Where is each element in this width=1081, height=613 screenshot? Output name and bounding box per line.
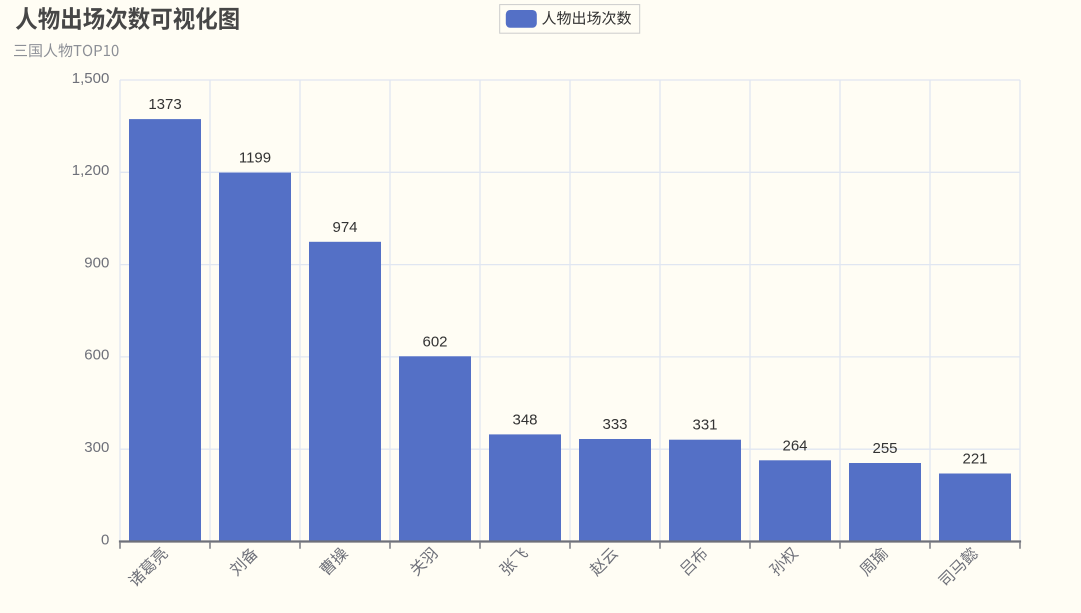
svg-text:0: 0 [101,531,109,548]
svg-text:1199: 1199 [239,150,271,167]
svg-text:602: 602 [422,333,447,350]
svg-text:221: 221 [962,451,987,468]
svg-text:600: 600 [84,347,109,364]
svg-text:974: 974 [332,219,357,236]
svg-text:255: 255 [872,440,897,457]
svg-text:300: 300 [84,439,109,456]
svg-text:348: 348 [512,411,537,428]
svg-text:333: 333 [602,416,627,433]
svg-text:264: 264 [782,437,807,454]
svg-text:900: 900 [84,254,109,271]
svg-text:1373: 1373 [148,96,181,113]
svg-text:331: 331 [692,417,717,434]
svg-text:1,500: 1,500 [72,70,110,87]
svg-text:1,200: 1,200 [72,162,110,179]
